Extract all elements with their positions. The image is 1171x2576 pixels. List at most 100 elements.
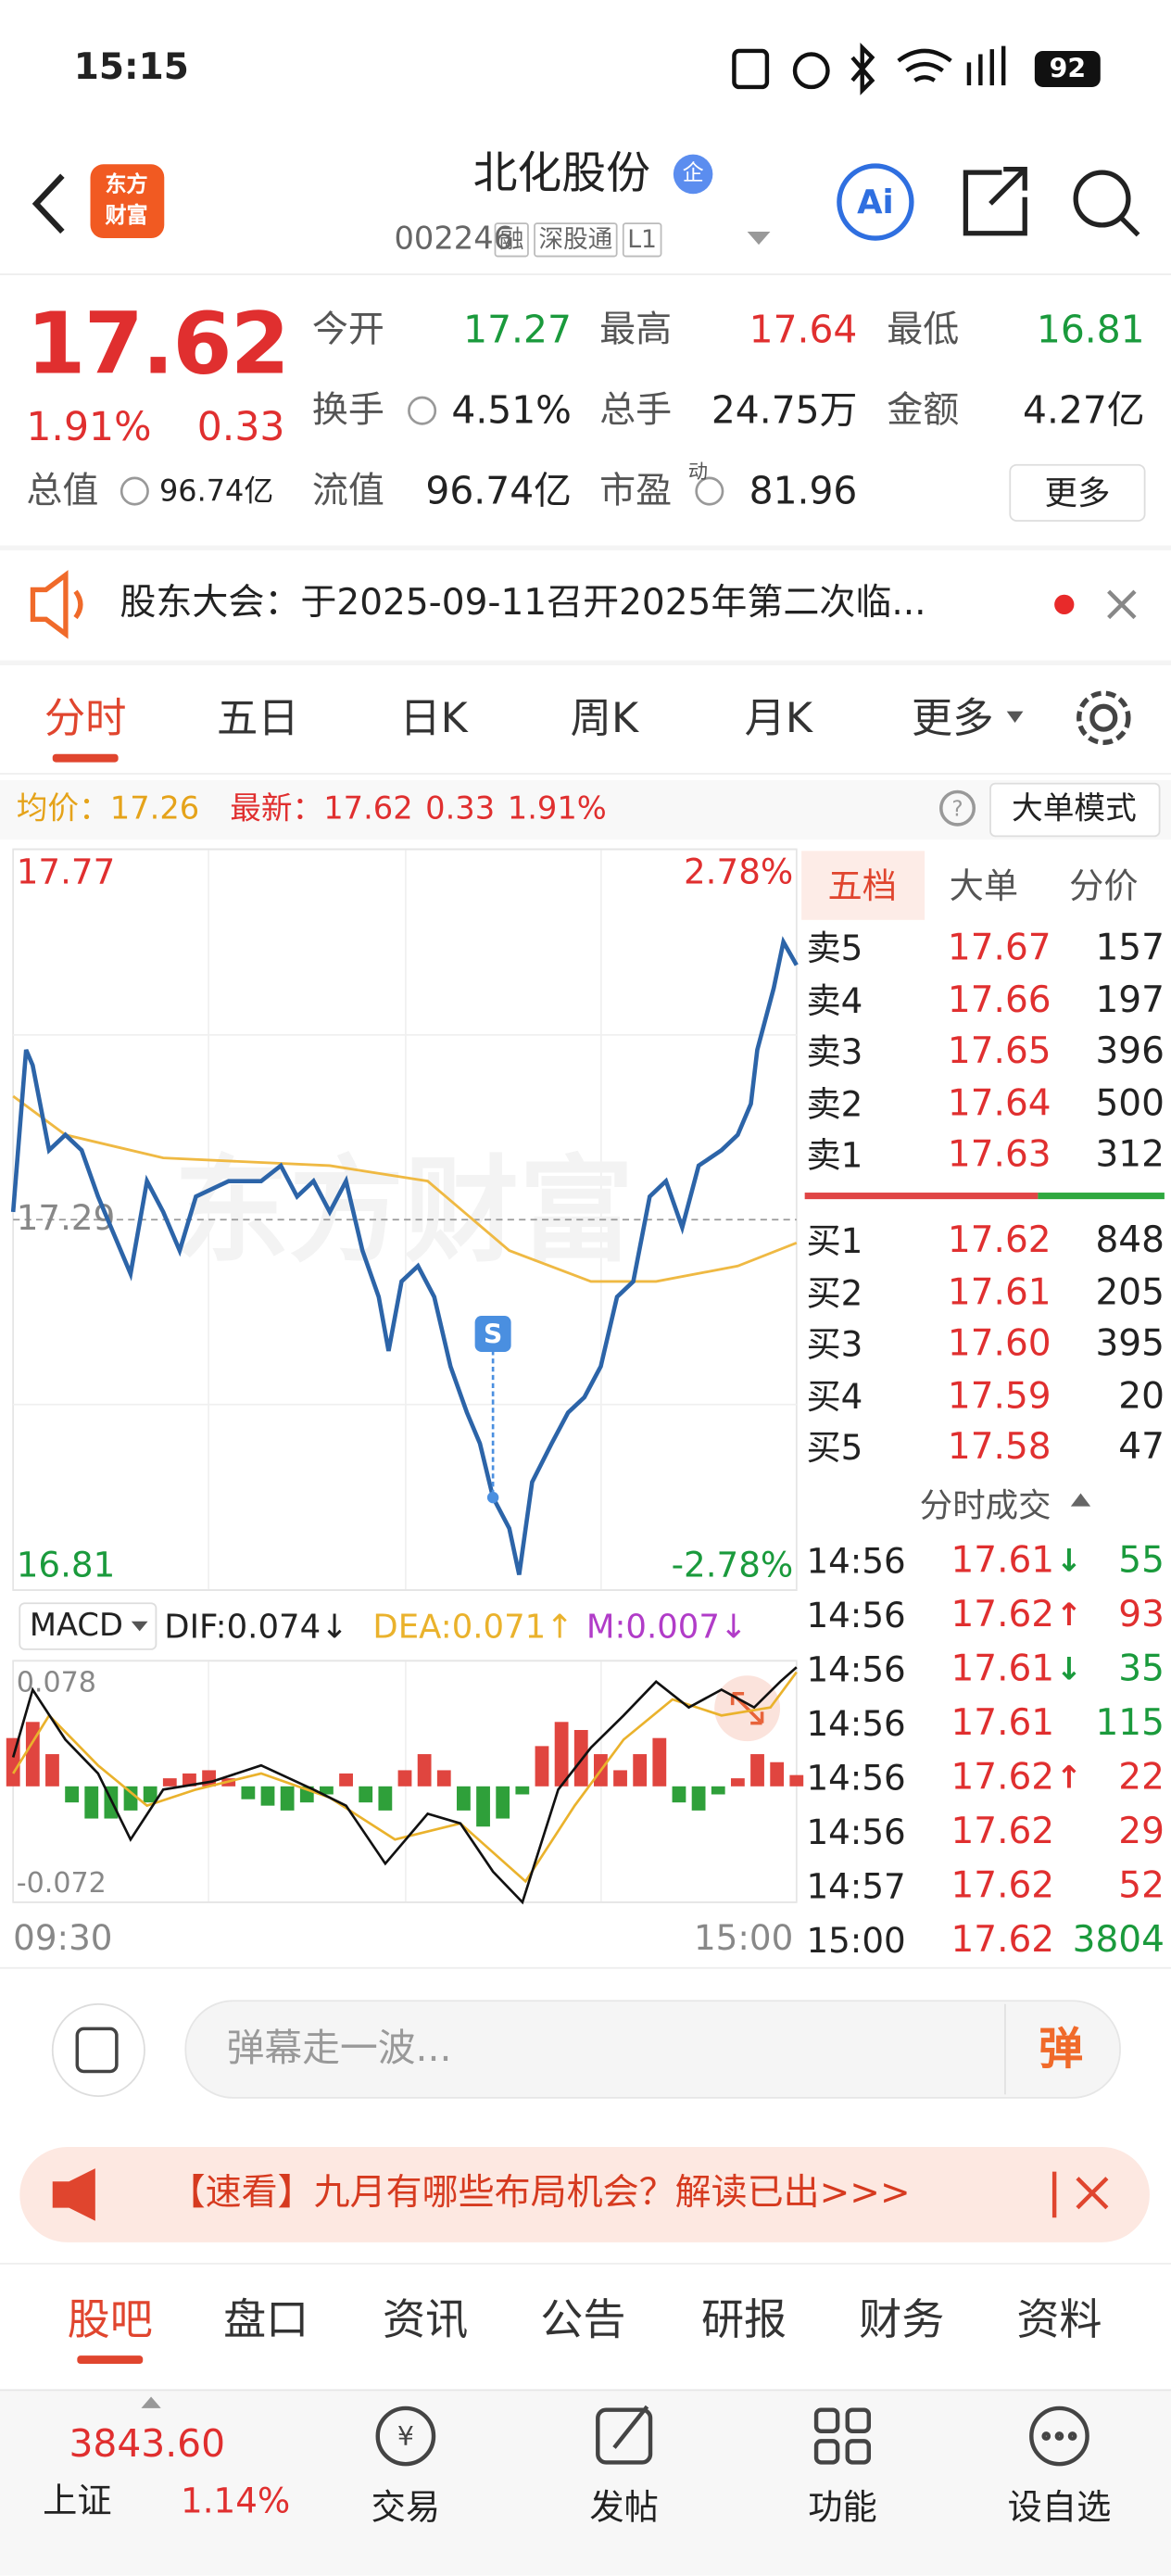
section-tab[interactable]: 资料 [1016, 2296, 1102, 2346]
banner-close[interactable] [1051, 2171, 1109, 2218]
book-price: 17.63 [947, 1134, 1051, 1177]
expand-icon [730, 1691, 764, 1725]
macd-bar [476, 1786, 490, 1827]
book-tab[interactable]: 五档 [827, 866, 897, 906]
field-value: 96.74亿 [158, 474, 274, 510]
banner-text[interactable]: 【速看】九月有哪些布局机会？解读已出>>> [169, 2173, 911, 2215]
megaphone-icon [52, 2168, 95, 2221]
macd-bar [496, 1786, 510, 1819]
pct-label: -2.78% [672, 1545, 794, 1585]
trade-time: 14:56 [806, 1704, 906, 1744]
trade-time: 14:56 [806, 1758, 906, 1799]
trade-arrow: ↓ [1055, 1651, 1083, 1688]
nav-item[interactable]: 设自选 [1007, 2487, 1112, 2528]
share-button[interactable] [963, 166, 1027, 236]
macd-bar [65, 1786, 80, 1803]
series-line [11, 1666, 798, 1905]
section-tab[interactable]: 研报 [700, 2296, 787, 2346]
field-value: 24.75万 [711, 390, 858, 434]
speaker-icon [30, 570, 83, 639]
dropdown [1006, 711, 1024, 724]
macd-bar [45, 1754, 59, 1787]
field-value: 81.96 [749, 470, 858, 513]
macd-bar [652, 1737, 667, 1787]
ai-button[interactable] [837, 163, 914, 241]
book-volume: 848 [1095, 1220, 1165, 1262]
section-tab[interactable]: 资讯 [383, 2296, 469, 2346]
chart-tab[interactable]: 周K [570, 694, 639, 742]
trade-volume: 35 [1118, 1648, 1165, 1691]
trade-time: 15:00 [806, 1921, 906, 1961]
notice-text[interactable]: 股东大会：于2025-09-11召开2025年第二次临... [120, 583, 926, 625]
nav-item[interactable]: 交易 [371, 2487, 441, 2528]
mode-button[interactable] [989, 782, 1161, 838]
book-label: 买2 [806, 1272, 863, 1313]
chart-tab[interactable]: 更多 [911, 694, 994, 742]
chart-tab[interactable]: 月K [744, 694, 813, 742]
trade-volume: 93 [1118, 1595, 1165, 1636]
close-button[interactable] [1107, 589, 1137, 620]
watermark: 东方财富 [174, 1145, 634, 1279]
trade-time: 14:56 [806, 1541, 906, 1582]
dropdown[interactable] [747, 231, 771, 246]
y-tick-label: 17.77 [17, 852, 116, 892]
macd-bar [123, 1786, 138, 1811]
chart-tab[interactable]: 五日 [216, 694, 299, 742]
comment-input[interactable] [184, 2000, 1121, 2099]
trade-volume: 55 [1118, 1540, 1165, 1583]
macd-bar [436, 1770, 451, 1787]
ai-icon: Ai [857, 183, 894, 221]
macd-selector[interactable] [19, 1602, 157, 1650]
macd-bar [789, 1774, 804, 1787]
settings-button[interactable] [1077, 690, 1131, 745]
field-value: 17.27 [463, 309, 572, 353]
tab-underline [52, 753, 119, 763]
trade-arrow: ↑ [1055, 1597, 1083, 1635]
book-volume: 197 [1095, 979, 1165, 1021]
banner[interactable] [19, 2147, 1150, 2242]
danmaku-settings[interactable] [51, 2002, 145, 2097]
macd-bar [672, 1786, 686, 1803]
more-button[interactable] [1009, 463, 1146, 522]
trade-price: 17.61 [951, 1703, 1055, 1745]
trades-title: 分时成交 [919, 1484, 1051, 1525]
index-pct: 1.14% [181, 2481, 291, 2521]
section-tab[interactable]: 盘口 [223, 2296, 309, 2346]
book-price: 17.59 [947, 1375, 1051, 1418]
book-price: 17.62 [947, 1220, 1051, 1262]
field-value: 16.81 [1036, 309, 1145, 353]
stock-code: 002246 [394, 221, 514, 258]
more-button[interactable]: 更多 [1044, 473, 1111, 513]
macd-selector[interactable]: MACD [29, 1607, 123, 1644]
section-tab[interactable]: 公告 [540, 2296, 626, 2346]
book-label: 买3 [806, 1324, 863, 1365]
section-tab[interactable]: 财务 [859, 2296, 945, 2346]
logo-text: 财富 [105, 204, 148, 230]
change-pct: 1.91% [26, 404, 152, 450]
book-tab[interactable]: 分价 [1069, 866, 1139, 906]
book-label: 卖4 [806, 980, 863, 1020]
chart-tab[interactable]: 日K [399, 694, 468, 742]
y-tick-label: 0.078 [17, 1667, 96, 1699]
pct-label: 2.78% [684, 852, 793, 892]
back-button[interactable] [31, 173, 65, 234]
stock-tag: L1 [622, 222, 662, 258]
divider [0, 545, 1171, 550]
book-volume: 205 [1095, 1272, 1165, 1314]
trade-volume: 115 [1095, 1703, 1165, 1745]
book-price: 17.67 [947, 928, 1051, 969]
nav-icons: ¥ [375, 2405, 1089, 2467]
search-button[interactable] [1073, 170, 1140, 237]
chart-tab[interactable]: 分时 [44, 694, 127, 742]
book-tab[interactable]: 大单 [949, 866, 1019, 906]
danmaku-button[interactable]: 弹 [1039, 2024, 1084, 2076]
macd-legend: M:0.007↓ [586, 1606, 748, 1647]
mode-button[interactable]: 大单模式 [1012, 790, 1137, 827]
macd-bar [691, 1786, 706, 1811]
tab-underline [77, 2355, 144, 2365]
section-tab[interactable]: 股吧 [67, 2296, 153, 2346]
nav-item[interactable]: 发帖 [589, 2487, 659, 2528]
help-icon[interactable] [939, 789, 976, 827]
nav-item[interactable]: 功能 [808, 2487, 877, 2528]
stock-name: 北化股份 [472, 148, 651, 200]
